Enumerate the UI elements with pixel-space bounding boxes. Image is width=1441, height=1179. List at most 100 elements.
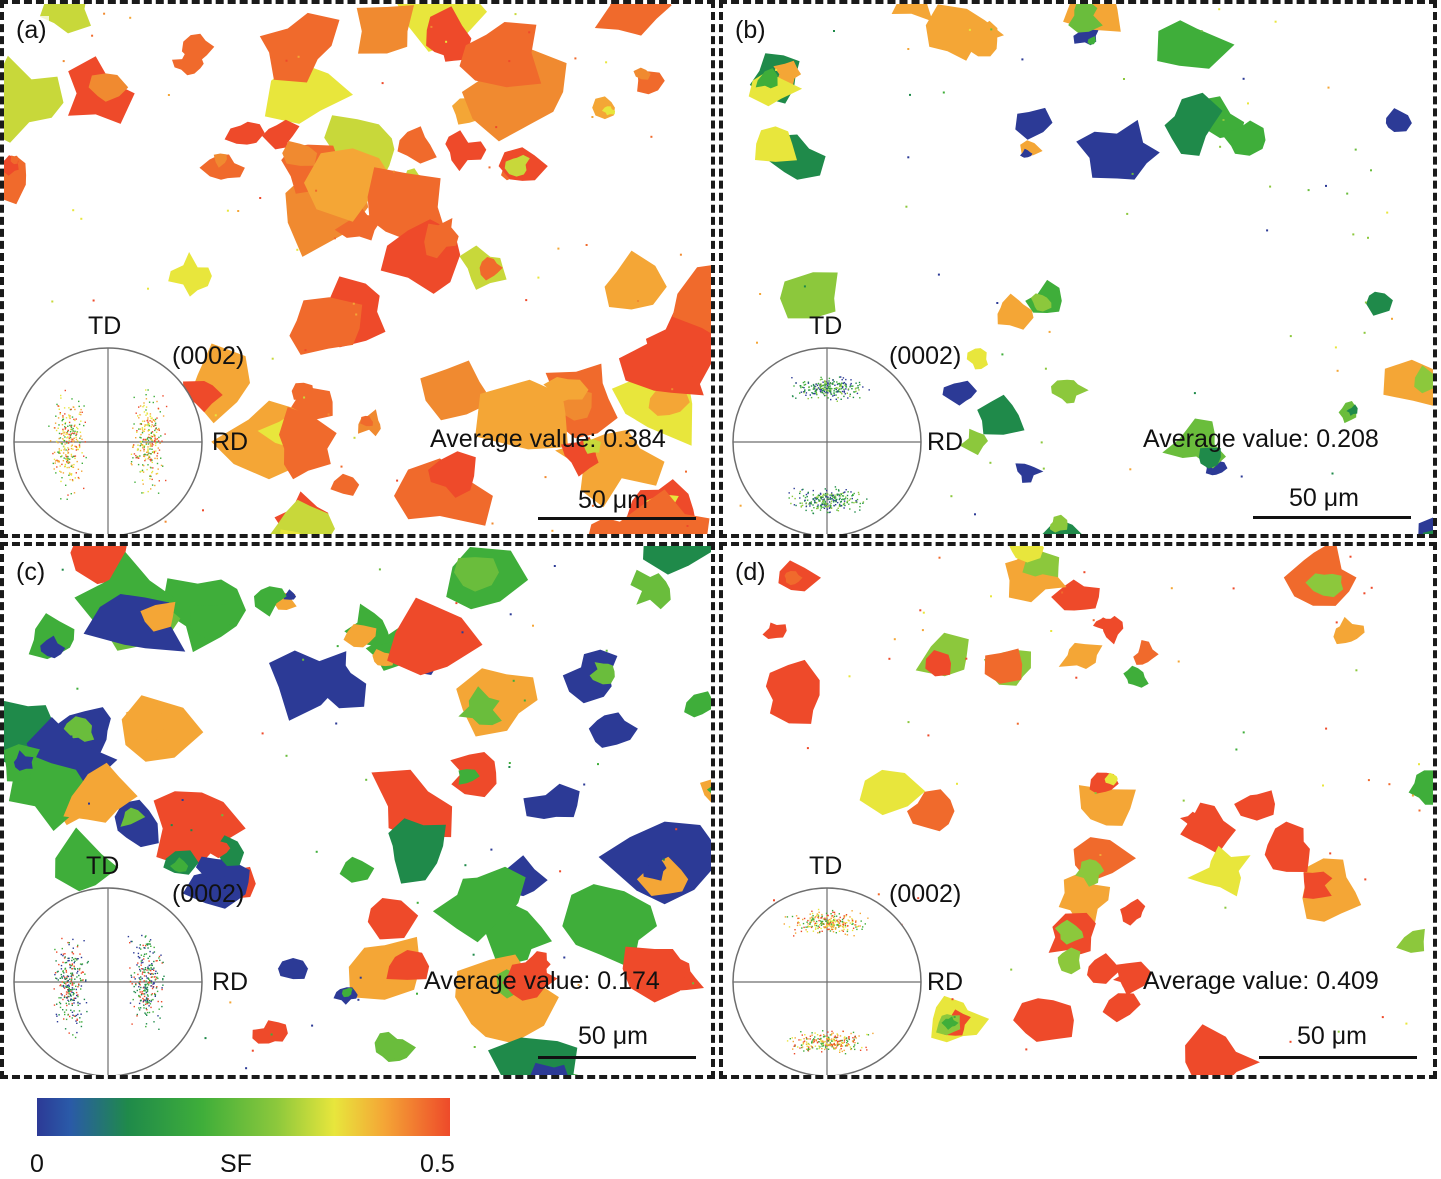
pole-point	[841, 393, 843, 395]
pole-point	[810, 926, 813, 929]
scale-bar	[1253, 516, 1411, 519]
pole-point	[142, 464, 144, 466]
sf-map-panel-c: (c) TD (0002) RD Average value: 0.174 50…	[0, 542, 715, 1079]
grain	[594, 4, 672, 36]
pole-point	[58, 461, 60, 463]
pole-point	[835, 932, 837, 934]
speckle	[181, 799, 184, 801]
pole-point	[819, 505, 822, 507]
pole-point	[838, 1043, 840, 1045]
speckle	[1131, 172, 1134, 175]
pole-point	[828, 511, 830, 514]
pole-point	[841, 1039, 843, 1042]
pole-point	[64, 443, 66, 445]
pole-point	[52, 452, 54, 455]
pole-point	[70, 989, 72, 991]
pole-point	[160, 464, 163, 467]
pole-point	[63, 982, 66, 984]
pole-point	[836, 1033, 838, 1035]
pole-point	[150, 976, 153, 978]
speckle	[221, 814, 224, 817]
grain	[1013, 998, 1074, 1042]
pole-point	[858, 389, 860, 391]
pole-point	[62, 428, 64, 431]
pole-point	[71, 979, 73, 981]
pole-point	[76, 958, 78, 960]
pole-point	[791, 915, 794, 918]
pole-point	[142, 993, 144, 995]
pole-point	[143, 975, 146, 977]
pole-point	[849, 384, 852, 386]
pole-point	[825, 1047, 827, 1049]
pole-point	[60, 449, 62, 452]
pole-point	[153, 982, 155, 984]
speckle	[922, 611, 925, 614]
pole-point	[828, 918, 831, 921]
pole-point	[828, 1043, 830, 1046]
pole-point	[847, 491, 849, 493]
pole-point	[61, 976, 63, 978]
speckle	[577, 983, 580, 986]
pole-point	[817, 916, 819, 919]
pole-point	[829, 391, 831, 393]
pole-point	[156, 457, 158, 460]
pole-figure-d	[732, 887, 922, 1075]
pole-point	[803, 917, 806, 920]
pole-point	[805, 929, 807, 931]
pole-point	[55, 429, 58, 432]
speckle	[675, 828, 678, 831]
pole-point	[68, 414, 70, 416]
pole-point	[836, 919, 838, 921]
pole-point	[838, 493, 840, 496]
pole-point	[814, 1045, 817, 1047]
pole-point	[842, 492, 844, 494]
pole-point	[842, 924, 845, 927]
pole-point	[817, 932, 819, 934]
grain	[643, 546, 711, 575]
pole-point	[801, 927, 803, 929]
pole-point	[821, 390, 824, 392]
pole-point	[859, 1049, 862, 1051]
grain	[360, 415, 373, 427]
pole-point	[812, 1039, 814, 1041]
speckle	[202, 509, 204, 512]
pole-point	[148, 1011, 151, 1014]
pole-point	[862, 502, 864, 504]
pole-point	[800, 1044, 803, 1046]
speckle	[1335, 621, 1338, 624]
pole-point	[826, 380, 828, 383]
pole-point	[141, 470, 143, 472]
pole-point	[77, 986, 79, 988]
pole-point	[74, 408, 76, 411]
pole-point	[854, 388, 857, 390]
speckle	[51, 300, 54, 303]
speckle	[990, 595, 992, 598]
pole-point	[791, 1037, 793, 1039]
pole-point	[67, 456, 69, 458]
pole-point	[151, 424, 153, 426]
grain	[530, 1062, 569, 1075]
pole-point	[65, 458, 67, 460]
pole-point	[794, 929, 796, 931]
pole-figure-plane-label: (0002)	[172, 880, 245, 908]
pole-point	[129, 1002, 132, 1004]
pole-point	[148, 940, 151, 943]
pole-point	[68, 461, 70, 463]
pole-point	[147, 424, 149, 427]
pole-point	[71, 957, 73, 959]
pole-point	[78, 446, 81, 449]
speckle	[1411, 794, 1414, 797]
pole-point	[67, 452, 69, 454]
pole-point	[67, 989, 70, 991]
grain	[984, 648, 1023, 684]
pole-point	[65, 1002, 67, 1005]
pole-point	[57, 405, 59, 407]
pole-point	[817, 494, 820, 496]
pole-point	[811, 1034, 813, 1036]
pole-point	[813, 1041, 815, 1043]
pole-point	[147, 947, 149, 949]
pole-point	[69, 478, 71, 481]
pole-point	[815, 915, 818, 917]
pole-point	[146, 969, 148, 971]
pole-point	[150, 438, 152, 441]
